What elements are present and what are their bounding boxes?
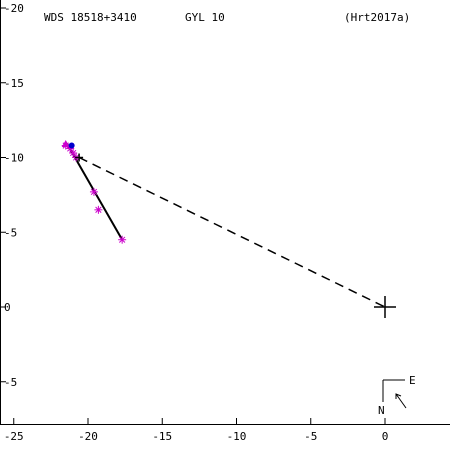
- compass: E N: [378, 374, 416, 417]
- observation-point: [94, 205, 103, 214]
- compass-east-label: E: [409, 374, 416, 387]
- triangle-marker: [61, 140, 70, 148]
- motion-arrow-shaft: [395, 393, 407, 409]
- compass-north-label: N: [378, 404, 385, 417]
- y-tick-label: -5: [4, 226, 17, 239]
- x-tick-label: -25: [4, 430, 24, 443]
- reference-code: (Hrt2017a): [344, 11, 410, 24]
- y-tick-label: -15: [4, 77, 24, 90]
- plot-marks: [61, 140, 396, 318]
- discoverer-designation: GYL 10: [185, 11, 225, 24]
- y-tick-label: -10: [4, 152, 24, 165]
- y-tick-label: 0: [4, 301, 11, 314]
- observation-point: [89, 187, 98, 196]
- observation-point: [69, 149, 78, 158]
- x-tick-label: 0: [382, 430, 389, 443]
- y-tick-label: -5: [4, 376, 17, 389]
- x-tick-label: -5: [304, 430, 317, 443]
- motion-arrow-head: [395, 393, 402, 399]
- y-tick-label: -20: [4, 2, 24, 15]
- wds-identifier: WDS 18518+3410: [44, 11, 137, 24]
- x-tick-label: -10: [227, 430, 247, 443]
- x-tick-label: -20: [78, 430, 98, 443]
- blue-marker: [68, 142, 75, 149]
- axis-ticks: -25 -20 -15 -10 -5 0 -20 -15 -10 -5 0 -5: [0, 2, 388, 443]
- observation-point: [118, 235, 127, 244]
- separation-line: [78, 156, 386, 308]
- x-tick-label: -15: [152, 430, 172, 443]
